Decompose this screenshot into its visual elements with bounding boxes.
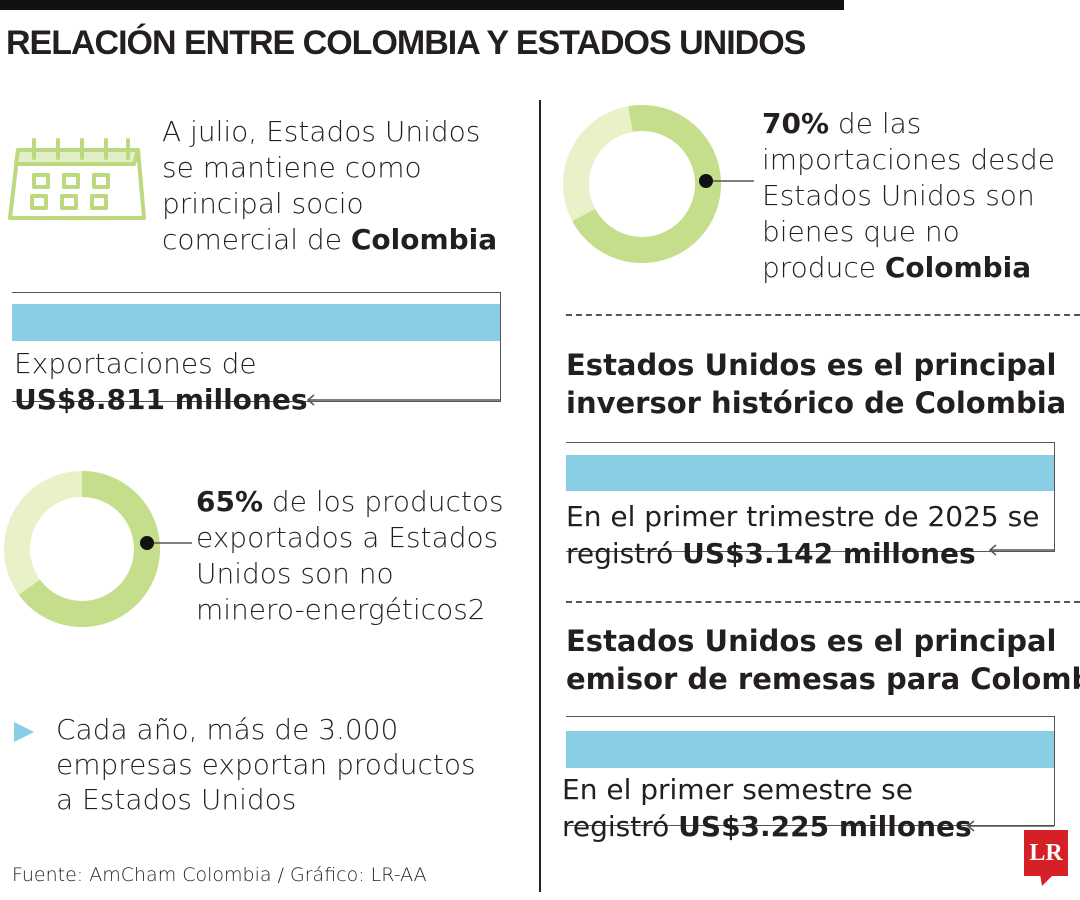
investor-text: En el primer trimestre de 2025 se regist… (566, 500, 1040, 570)
donut-65-text: 65% de los productos exportados a Estado… (196, 485, 504, 626)
intro-text: A julio, Estados Unidos se mantiene como… (162, 115, 498, 256)
investor-heading: Estados Unidos es el principal inversor … (566, 348, 1067, 420)
donut-70-text: 70% de las importaciones desde Estados U… (762, 107, 1055, 284)
remittances-box (566, 716, 1055, 826)
remittances-bar (566, 731, 1054, 768)
investor-bar (566, 455, 1054, 491)
source-note: Fuente: AmCham Colombia / Gráfico: LR-AA (12, 864, 427, 886)
arrow-icon (988, 544, 1054, 556)
donut-value-arc (572, 105, 721, 263)
donut-marker (140, 536, 154, 550)
lr-logo: LR (1024, 830, 1068, 876)
investor-box (566, 442, 1055, 552)
column-divider (539, 100, 541, 892)
exports-bar (12, 304, 500, 341)
donut-marker (699, 174, 713, 188)
top-rule (0, 0, 844, 10)
remittances-text: En el primer semestre se registró US$3.2… (562, 773, 972, 843)
triangle-bullet-icon (14, 722, 34, 742)
donut-chart-65 (4, 471, 192, 627)
exports-text: Exportaciones de US$8.811 millones (14, 347, 308, 416)
logo-tail (1040, 874, 1054, 886)
section-divider (566, 601, 1080, 603)
arrow-icon (306, 394, 500, 406)
remittances-heading: Estados Unidos es el principal emisor de… (566, 624, 1080, 696)
exports-box (12, 292, 501, 402)
donut-chart-70 (563, 105, 754, 263)
donut-value-arc (18, 471, 160, 627)
section-divider (566, 314, 1080, 316)
page-title: RELACIÓN ENTRE COLOMBIA Y ESTADOS UNIDOS (6, 24, 806, 62)
calendar-icon (8, 138, 146, 220)
arrow-icon (966, 820, 1054, 832)
companies-text: Cada año, más de 3.000 empresas exportan… (56, 713, 476, 816)
